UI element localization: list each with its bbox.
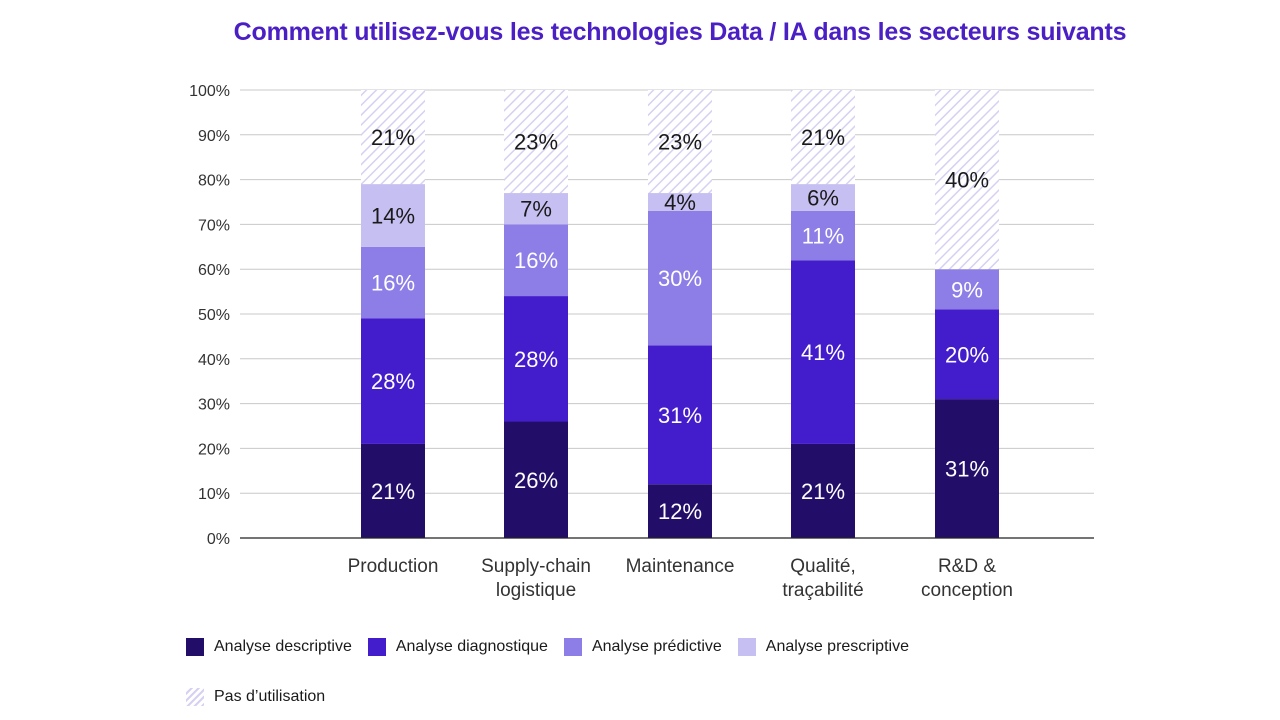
bar-segment	[935, 90, 999, 270]
data-label: 12%	[658, 499, 702, 524]
data-label: 16%	[514, 248, 558, 273]
data-label: 28%	[514, 347, 558, 372]
data-label: 30%	[658, 266, 702, 291]
legend-swatch	[737, 638, 756, 656]
y-tick-label: 100%	[189, 83, 230, 100]
bar-segment	[648, 484, 712, 538]
data-label: 21%	[371, 125, 415, 150]
bar-segment	[504, 421, 568, 538]
bar-segment	[504, 90, 568, 194]
legend-swatch	[367, 638, 386, 656]
bar-segment	[504, 193, 568, 225]
x-category-label: Supply-chain	[481, 556, 591, 577]
bar-segment	[504, 224, 568, 297]
bar-segment	[361, 318, 425, 444]
x-category-label: conception	[921, 580, 1013, 601]
legend-item: Pas d’utilisation	[186, 686, 325, 708]
data-label: 26%	[514, 468, 558, 493]
legend-label: Pas d’utilisation	[214, 688, 326, 705]
x-category-label: Qualité,	[790, 556, 855, 577]
data-label: 11%	[802, 224, 844, 249]
data-label: 23%	[658, 130, 702, 155]
data-label: 9%	[951, 277, 983, 302]
legend-label: Analyse prédictive	[591, 638, 722, 655]
y-tick-label: 60%	[198, 262, 230, 279]
bar-segment	[648, 345, 712, 485]
y-tick-label: 50%	[198, 307, 230, 324]
data-label: 23%	[514, 130, 558, 155]
legend-item: Analyse prédictive	[563, 636, 722, 658]
legend-label: Analyse descriptive	[214, 638, 352, 655]
data-label: 14%	[371, 203, 415, 228]
bar-segment	[361, 246, 425, 319]
data-label: 28%	[371, 369, 415, 394]
legend-swatch	[186, 638, 204, 656]
legend-item: Analyse descriptive	[186, 636, 352, 658]
bar-segment	[648, 90, 712, 194]
x-category-label: Maintenance	[626, 556, 735, 577]
legend-swatch	[186, 688, 204, 706]
y-tick-label: 0%	[207, 531, 230, 548]
y-tick-label: 20%	[198, 441, 230, 458]
data-label: 40%	[945, 168, 989, 193]
bar-segment	[791, 90, 855, 185]
y-tick-label: 30%	[198, 397, 230, 414]
y-tick-label: 40%	[198, 352, 230, 369]
data-label: 6%	[807, 186, 839, 211]
y-tick-label: 80%	[198, 173, 230, 190]
bar-segment	[648, 193, 712, 211]
bar-segment	[361, 443, 425, 538]
chart-legend: Analyse descriptive Analyse diagnostique A…	[186, 636, 1086, 708]
bar-segment	[791, 210, 855, 261]
data-label: 41%	[801, 340, 845, 365]
bar-segment	[935, 399, 999, 538]
bar-segment	[648, 210, 712, 346]
y-tick-label: 90%	[198, 128, 230, 145]
legend-label: Analyse diagnostique	[395, 638, 548, 655]
y-tick-label: 70%	[198, 217, 230, 234]
x-category-label: R&D &	[938, 556, 996, 577]
data-label: 16%	[371, 271, 415, 296]
x-category-label: logistique	[496, 580, 576, 601]
bar-segment	[935, 269, 999, 310]
data-label: 21%	[801, 479, 845, 504]
bar-segment	[791, 260, 855, 444]
data-label: 31%	[658, 403, 702, 428]
legend-swatch	[563, 638, 582, 656]
data-label: 31%	[945, 457, 989, 482]
legend-label: Analyse prescriptive	[765, 638, 909, 655]
bar-segment	[361, 90, 425, 185]
legend-item: Analyse prescriptive	[737, 636, 909, 658]
legend-item: Analyse diagnostique	[367, 636, 548, 658]
data-label: 7%	[520, 197, 552, 222]
chart-title: Comment utilisez-vous les technologies D…	[233, 18, 1127, 46]
data-label: 20%	[945, 342, 989, 367]
bar-segment	[361, 184, 425, 247]
data-label: 21%	[801, 125, 845, 150]
x-category-label: Production	[348, 556, 439, 577]
y-tick-label: 10%	[198, 486, 230, 503]
bar-segment	[791, 443, 855, 538]
data-label: 4%	[664, 190, 696, 215]
x-category-label: traçabilité	[782, 580, 863, 601]
bar-segment	[504, 296, 568, 422]
bar-segment	[935, 309, 999, 400]
data-label: 21%	[371, 479, 415, 504]
bar-segment	[791, 184, 855, 211]
